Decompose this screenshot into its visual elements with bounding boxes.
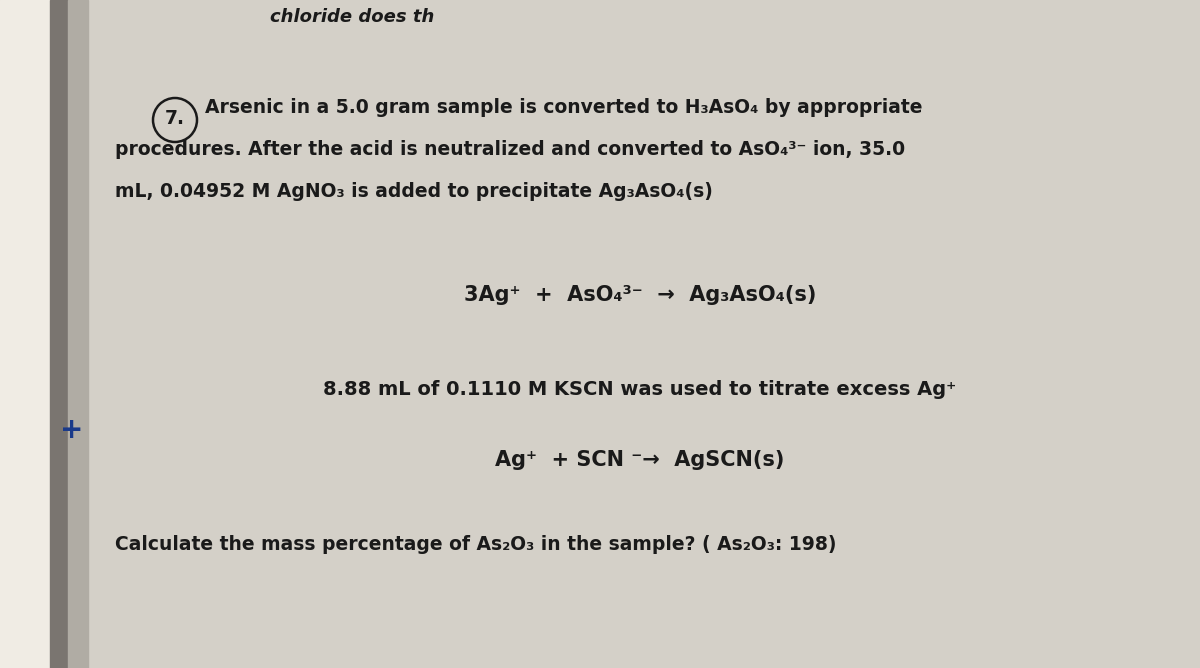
- Text: mL, 0.04952 M AgNO₃ is added to precipitate Ag₃AsO₄(s): mL, 0.04952 M AgNO₃ is added to precipit…: [115, 182, 713, 201]
- Text: procedures. After the acid is neutralized and converted to AsO₄³⁻ ion, 35.0: procedures. After the acid is neutralize…: [115, 140, 905, 159]
- Bar: [50, 0, 68, 668]
- Text: Arsenic in a 5.0 gram sample is converted to H₃AsO₄ by appropriate: Arsenic in a 5.0 gram sample is converte…: [205, 98, 923, 117]
- Text: Ag⁺  + SCN ⁻→  AgSCN(s): Ag⁺ + SCN ⁻→ AgSCN(s): [496, 450, 785, 470]
- Text: +: +: [60, 416, 84, 444]
- Text: 7.: 7.: [166, 109, 185, 128]
- Text: Calculate the mass percentage of As₂O₃ in the sample? ( As₂O₃: 198): Calculate the mass percentage of As₂O₃ i…: [115, 535, 836, 554]
- Bar: [68, 0, 88, 668]
- Text: chloride does th: chloride does th: [270, 8, 434, 26]
- Bar: [0, 0, 95, 668]
- Text: 8.88 mL of 0.1110 M KSCN was used to titrate excess Ag⁺: 8.88 mL of 0.1110 M KSCN was used to tit…: [323, 380, 956, 399]
- Text: 3Ag⁺  +  AsO₄³⁻  →  Ag₃AsO₄(s): 3Ag⁺ + AsO₄³⁻ → Ag₃AsO₄(s): [464, 285, 816, 305]
- Bar: [0, 0, 50, 668]
